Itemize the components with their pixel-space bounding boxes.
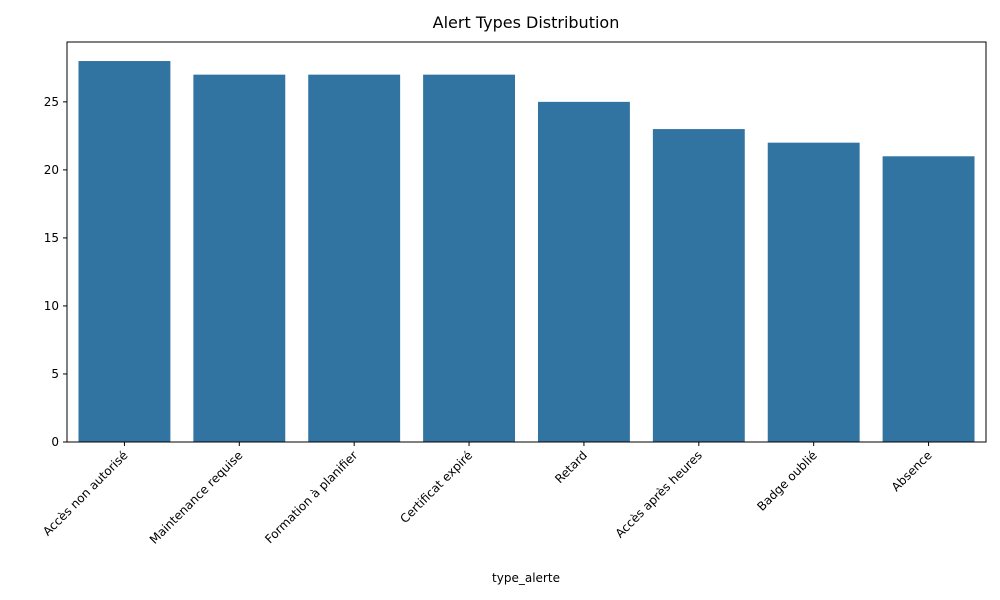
x-tick-label: Absence — [889, 448, 935, 494]
x-tick-label: Badge oublié — [754, 448, 820, 514]
plot-frame — [66, 41, 987, 443]
bar-1 — [193, 74, 286, 442]
bars-group — [78, 61, 975, 443]
y-axis: 0 5 10 15 20 25 — [44, 95, 67, 449]
x-tick-label: Retard — [552, 448, 590, 486]
y-tick-label: 10 — [44, 299, 59, 313]
y-tick-label: 25 — [44, 95, 59, 109]
x-tick-label: Accès non autorisé — [40, 448, 130, 538]
bar-4 — [537, 101, 630, 442]
y-tick-label: 20 — [44, 163, 59, 177]
bar-5 — [652, 129, 745, 442]
bar-6 — [767, 142, 860, 442]
x-tick-label: Accès après heures — [613, 448, 705, 540]
chart-title: Alert Types Distribution — [433, 13, 620, 32]
x-axis-label: type_alerte — [492, 571, 560, 585]
y-tick-label: 15 — [44, 231, 59, 245]
x-tick-label: Certificat expiré — [397, 448, 475, 526]
bar-7 — [882, 156, 975, 443]
x-tick-label: Maintenance requise — [147, 448, 246, 547]
bar-3 — [423, 74, 516, 442]
x-axis: Accès non autorisé Maintenance requise For… — [40, 442, 935, 547]
y-tick-label: 0 — [51, 435, 59, 449]
bar-0 — [78, 61, 171, 443]
bar-2 — [308, 74, 401, 442]
y-tick-label: 5 — [51, 367, 59, 381]
x-tick-label: Formation à planifier — [262, 448, 360, 546]
